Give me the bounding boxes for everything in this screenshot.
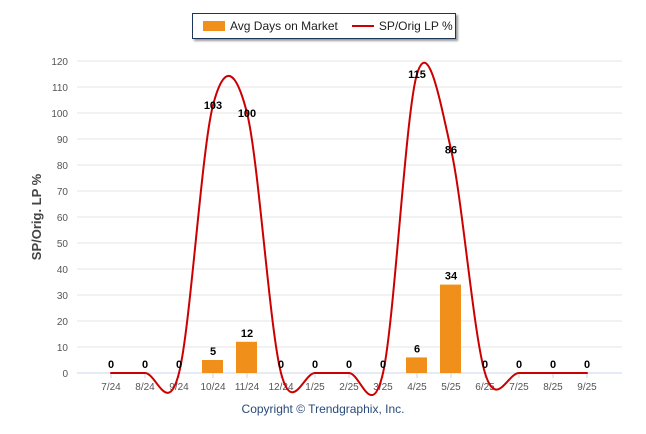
y-tick-label: 80 [57,161,69,172]
bar-data-label: 0 [584,359,590,371]
bar-data-label: 6 [414,343,420,355]
line-point [416,73,418,75]
y-tick-label: 50 [57,239,69,250]
y-tick-label: 60 [57,213,69,224]
x-tick-label: 8/25 [543,382,563,393]
y-tick-label: 10 [57,343,69,354]
line-point [484,372,486,374]
y-tick-label: 90 [57,135,69,146]
bar-data-label: 0 [380,359,386,371]
x-tick-label: 10/24 [200,382,225,393]
legend-bar-label: Avg Days on Market [230,19,338,33]
y-tick-label: 40 [57,265,69,276]
bar-data-label: 5 [210,346,216,358]
legend: Avg Days on Market SP/Orig LP % [192,13,456,39]
line-data-label: 103 [204,100,222,112]
y-axis-title: SP/Orig. LP % [29,173,44,260]
bar [202,360,223,373]
line-point [280,372,282,374]
line-point [110,372,112,374]
line-point [518,372,520,374]
line-point [212,104,214,107]
legend-bar-swatch [203,21,225,31]
legend-item-bar[interactable]: Avg Days on Market [203,19,338,33]
bar-data-label: 0 [108,359,114,371]
line-data-label: 115 [408,69,426,81]
bar-data-label: 0 [176,359,182,371]
line-data-label: 100 [238,108,256,120]
y-tick-label: 110 [52,83,68,94]
x-tick-label: 8/24 [135,382,155,393]
bar [406,357,427,373]
legend-line-label: SP/Orig LP % [378,19,453,33]
bar-data-label: 0 [516,359,522,371]
line-point [246,112,248,114]
y-tick-label: 20 [57,317,69,328]
bar [236,341,257,373]
bar [440,284,461,373]
line-point [314,372,316,374]
x-tick-label: 4/25 [407,382,427,393]
y-tick-label: 0 [62,369,68,380]
x-tick-label: 7/25 [509,382,529,393]
bar-data-label: 0 [142,359,148,371]
bar-data-label: 0 [482,359,488,371]
copyright-credit: Copyright © Trendgraphix, Inc. [241,402,405,416]
bar-data-label: 34 [445,271,458,283]
x-tick-label: 6/25 [475,382,495,393]
legend-item-line[interactable]: SP/Orig LP % [348,19,453,33]
bar-data-label: 0 [550,359,556,371]
x-tick-label: 12/24 [268,382,293,393]
y-tick-label: 30 [57,291,69,302]
line-point [450,148,452,151]
legend-line-swatch [351,25,374,27]
bar-data-label: 0 [278,359,284,371]
line-point [382,372,384,374]
line-point [586,372,588,374]
x-tick-label: 2/25 [339,382,359,393]
line-point [144,372,146,374]
line-point [552,372,554,374]
line-point [178,372,180,374]
bar-data-label: 12 [241,328,253,340]
x-tick-label: 5/25 [441,382,461,393]
x-tick-label: 9/25 [577,382,597,393]
x-tick-label: 1/25 [305,382,325,393]
y-tick-label: 120 [51,57,68,68]
y-tick-label: 70 [57,187,69,198]
x-tick-label: 7/24 [101,382,121,393]
line-point [348,372,350,374]
x-tick-label: 9/24 [169,382,189,393]
x-tick-label: 3/25 [373,382,393,393]
bar-data-label: 0 [346,359,352,371]
y-tick-label: 100 [51,109,68,120]
x-tick-label: 11/24 [235,382,260,393]
bar-data-label: 0 [312,359,318,371]
line-data-label: 86 [445,144,457,156]
